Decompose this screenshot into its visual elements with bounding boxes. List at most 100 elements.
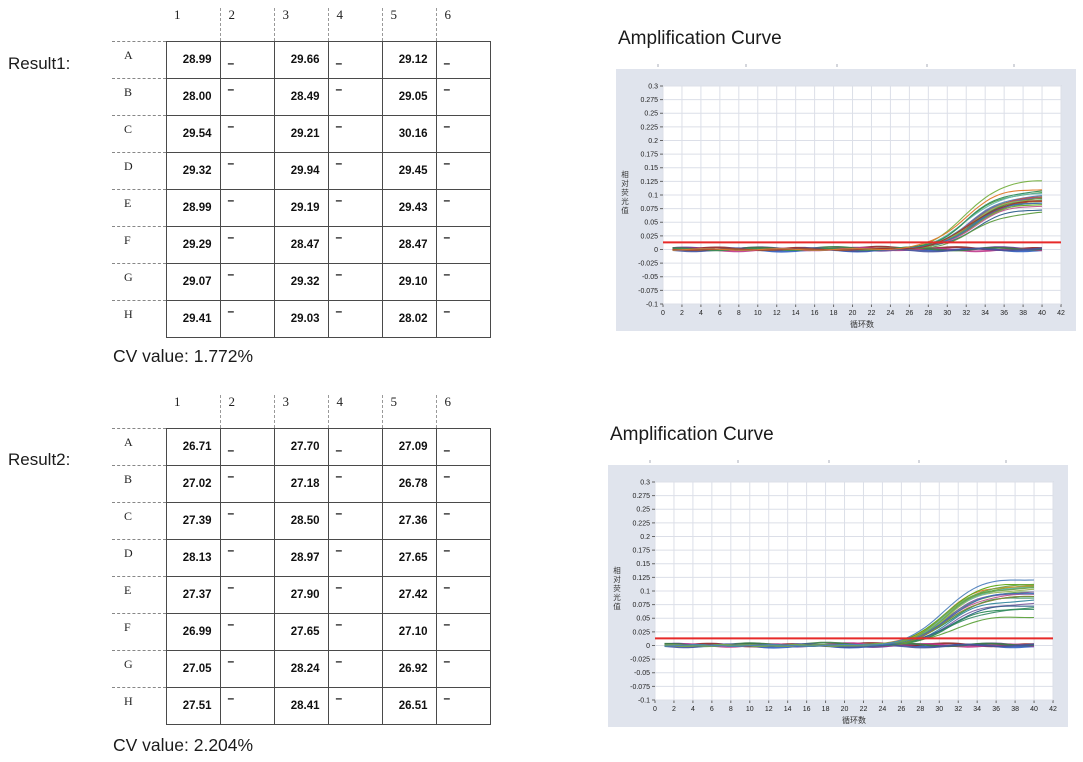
empty-well-cell: –	[435, 225, 491, 264]
svg-text:28: 28	[924, 310, 932, 317]
empty-well-cell: –	[219, 612, 275, 651]
svg-text:0.025: 0.025	[640, 233, 658, 240]
ct-value-cell: 27.65	[273, 612, 329, 651]
empty-well-cell: –	[219, 151, 275, 190]
svg-text:0.05: 0.05	[644, 220, 658, 227]
column-header: 5	[381, 394, 436, 428]
empty-well-cell: –	[219, 538, 275, 577]
ct-value-cell: 27.05	[165, 649, 221, 688]
empty-well-cell: –	[435, 299, 491, 338]
ct-value-cell: 28.02	[381, 299, 437, 338]
svg-text:相: 相	[613, 565, 621, 575]
svg-text:8: 8	[729, 706, 733, 713]
ct-value-cell: 26.71	[165, 427, 221, 466]
chart2-title: Amplification Curve	[610, 424, 774, 445]
empty-well-cell: –	[435, 151, 491, 190]
svg-text:14: 14	[792, 310, 800, 317]
empty-well-cell: –	[327, 686, 383, 725]
ct-value-table: 1 2 3 4 5 6 A 26.71–27.70–27.09– B 27.02–27.18–26…	[112, 394, 491, 725]
ct-value-cell: 27.37	[165, 575, 221, 614]
svg-text:0: 0	[646, 643, 650, 650]
empty-well-cell: –	[435, 538, 491, 577]
ct-value-cell: 28.41	[273, 686, 329, 725]
svg-text:0: 0	[654, 247, 658, 254]
table-corner	[112, 395, 166, 428]
ct-value-cell: 29.29	[165, 225, 221, 264]
svg-text:22: 22	[860, 706, 868, 713]
svg-text:光: 光	[621, 196, 629, 206]
svg-text:荧: 荧	[621, 187, 629, 197]
ct-value-cell: 30.16	[381, 114, 437, 153]
result2-amplification-chart: Amplification Curve 0 2 4 6 8 10 12 14 16 18 20 22 2…	[608, 424, 1070, 727]
ct-value-cell: 29.43	[381, 188, 437, 227]
ct-value-cell: 26.78	[381, 464, 437, 503]
ct-value-table: 1 2 3 4 5 6 A 28.99–29.66–29.12– B 28.00–28.49–29…	[112, 7, 491, 338]
svg-text:24: 24	[879, 706, 887, 713]
svg-text:-0.1: -0.1	[646, 301, 658, 308]
svg-text:42: 42	[1057, 310, 1065, 317]
column-header: 1	[174, 7, 181, 22]
row-header: F	[112, 612, 166, 650]
svg-text:12: 12	[773, 310, 781, 317]
svg-text:0.15: 0.15	[644, 165, 658, 172]
empty-well-cell: –	[435, 427, 491, 466]
row-header: H	[112, 686, 166, 724]
empty-well-cell: –	[327, 299, 383, 338]
svg-text:38: 38	[1011, 706, 1019, 713]
svg-text:40: 40	[1038, 310, 1046, 317]
empty-well-cell: –	[327, 464, 383, 503]
ct-value-cell: 29.94	[273, 151, 329, 190]
ct-value-cell: 29.12	[381, 40, 437, 79]
result1-cv-value: CV value: 1.772%	[113, 346, 254, 366]
svg-text:0.05: 0.05	[636, 616, 650, 623]
svg-text:30: 30	[935, 706, 943, 713]
svg-text:36: 36	[992, 706, 1000, 713]
svg-text:34: 34	[973, 706, 981, 713]
row-header: H	[112, 299, 166, 337]
ct-value-cell: 29.45	[381, 151, 437, 190]
ct-value-cell: 28.47	[381, 225, 437, 264]
svg-text:0.075: 0.075	[632, 602, 650, 609]
column-header: 3	[273, 394, 328, 428]
empty-well-cell: –	[327, 612, 383, 651]
empty-well-cell: –	[219, 225, 275, 264]
ct-value-cell: 29.54	[165, 114, 221, 153]
column-header: 5	[381, 7, 436, 41]
svg-text:10: 10	[754, 310, 762, 317]
svg-text:4: 4	[691, 706, 695, 713]
ct-value-cell: 27.51	[165, 686, 221, 725]
svg-text:0.15: 0.15	[636, 561, 650, 568]
svg-text:0.125: 0.125	[640, 179, 658, 186]
ct-value-cell: 29.41	[165, 299, 221, 338]
ct-value-cell: 27.42	[381, 575, 437, 614]
svg-text:-0.075: -0.075	[630, 684, 650, 691]
empty-well-cell: –	[435, 575, 491, 614]
ct-value-cell: 28.49	[273, 77, 329, 116]
svg-text:对: 对	[613, 574, 621, 584]
ct-value-cell: 29.05	[381, 77, 437, 116]
svg-text:20: 20	[849, 310, 857, 317]
ct-value-cell: 29.03	[273, 299, 329, 338]
ct-value-cell: 27.65	[381, 538, 437, 577]
empty-well-cell: –	[435, 612, 491, 651]
empty-well-cell: –	[219, 649, 275, 688]
empty-well-cell: –	[327, 151, 383, 190]
row-header: B	[112, 464, 166, 502]
ct-value-cell: 27.02	[165, 464, 221, 503]
ct-value-cell: 29.19	[273, 188, 329, 227]
empty-well-cell: –	[219, 575, 275, 614]
empty-well-cell: –	[435, 40, 491, 79]
empty-well-cell: –	[327, 188, 383, 227]
svg-text:0.275: 0.275	[640, 97, 658, 104]
empty-well-cell: –	[327, 77, 383, 116]
svg-text:0.225: 0.225	[640, 124, 658, 131]
svg-text:26: 26	[905, 310, 913, 317]
svg-text:22: 22	[868, 310, 876, 317]
svg-text:34: 34	[981, 310, 989, 317]
empty-well-cell: –	[327, 538, 383, 577]
row-header: C	[112, 501, 166, 539]
row-header: G	[112, 262, 166, 300]
empty-well-cell: –	[435, 649, 491, 688]
column-header: 2	[219, 394, 274, 428]
empty-well-cell: –	[435, 114, 491, 153]
